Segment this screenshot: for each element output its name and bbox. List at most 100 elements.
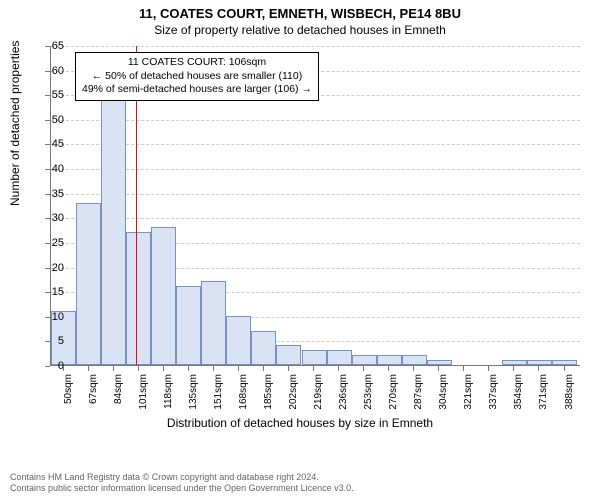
x-tick	[313, 366, 314, 371]
y-tick	[45, 317, 50, 318]
x-tick-label: 270sqm	[388, 374, 399, 414]
x-tick-label: 118sqm	[163, 374, 174, 414]
x-tick-label: 321sqm	[463, 374, 474, 414]
bar	[101, 94, 126, 365]
x-tick-label: 101sqm	[138, 374, 149, 414]
x-tick-label: 135sqm	[188, 374, 199, 414]
grid-line	[51, 120, 580, 121]
x-tick	[538, 366, 539, 371]
grid-line	[51, 194, 580, 195]
y-tick	[45, 46, 50, 47]
x-tick	[513, 366, 514, 371]
y-tick-label: 5	[58, 335, 64, 347]
bar	[176, 286, 201, 365]
x-tick-label: 371sqm	[538, 374, 549, 414]
x-tick	[338, 366, 339, 371]
y-tick	[45, 71, 50, 72]
y-tick	[45, 144, 50, 145]
x-tick-label: 50sqm	[63, 374, 74, 414]
x-tick	[163, 366, 164, 371]
footnote-line-1: Contains HM Land Registry data © Crown c…	[10, 472, 354, 483]
annotation-line: 49% of semi-detached houses are larger (…	[82, 83, 312, 97]
bar	[276, 345, 301, 365]
y-tick	[45, 366, 50, 367]
x-tick-label: 219sqm	[313, 374, 324, 414]
y-tick	[45, 120, 50, 121]
bar	[527, 360, 552, 365]
chart: Number of detached properties Distributi…	[0, 40, 600, 440]
grid-line	[51, 46, 580, 47]
x-tick	[113, 366, 114, 371]
footnote: Contains HM Land Registry data © Crown c…	[10, 472, 354, 495]
y-tick-label: 30	[52, 212, 64, 224]
bar	[502, 360, 527, 365]
annotation-line: ← 50% of detached houses are smaller (11…	[82, 70, 312, 84]
x-tick	[238, 366, 239, 371]
x-tick	[88, 366, 89, 371]
y-tick-label: 65	[52, 40, 64, 52]
x-tick	[288, 366, 289, 371]
x-tick-label: 354sqm	[513, 374, 524, 414]
x-tick-label: 84sqm	[113, 374, 124, 414]
bar	[327, 350, 352, 365]
x-tick	[463, 366, 464, 371]
y-tick	[45, 194, 50, 195]
x-tick-label: 151sqm	[213, 374, 224, 414]
y-tick-label: 40	[52, 163, 64, 175]
y-axis-label: Number of detached properties	[8, 41, 22, 206]
bar	[201, 281, 226, 365]
y-tick	[45, 341, 50, 342]
x-tick	[438, 366, 439, 371]
bar	[251, 331, 276, 365]
x-tick	[413, 366, 414, 371]
bar	[377, 355, 402, 365]
y-tick-label: 10	[52, 311, 64, 323]
y-tick-label: 20	[52, 262, 64, 274]
x-tick-label: 388sqm	[564, 374, 575, 414]
x-tick	[488, 366, 489, 371]
y-tick-label: 50	[52, 114, 64, 126]
x-tick-label: 168sqm	[238, 374, 249, 414]
x-tick-label: 337sqm	[488, 374, 499, 414]
title-primary: 11, COATES COURT, EMNETH, WISBECH, PE14 …	[0, 0, 600, 21]
x-tick-label: 287sqm	[413, 374, 424, 414]
y-tick	[45, 243, 50, 244]
x-tick	[213, 366, 214, 371]
bar	[352, 355, 377, 365]
x-tick-label: 202sqm	[288, 374, 299, 414]
grid-line	[51, 169, 580, 170]
x-tick-label: 253sqm	[363, 374, 374, 414]
bar	[76, 203, 101, 365]
footnote-line-2: Contains public sector information licen…	[10, 483, 354, 494]
x-tick	[564, 366, 565, 371]
y-tick-label: 35	[52, 188, 64, 200]
bar	[552, 360, 577, 365]
x-tick	[263, 366, 264, 371]
x-tick	[138, 366, 139, 371]
bar	[402, 355, 427, 365]
x-axis-label: Distribution of detached houses by size …	[0, 416, 600, 430]
title-secondary: Size of property relative to detached ho…	[0, 21, 600, 37]
y-tick-label: 60	[52, 65, 64, 77]
y-tick	[45, 218, 50, 219]
x-tick	[188, 366, 189, 371]
bar	[226, 316, 251, 365]
bar	[126, 232, 151, 365]
x-tick	[63, 366, 64, 371]
bar	[151, 227, 176, 365]
bar	[302, 350, 327, 365]
annotation-box: 11 COATES COURT: 106sqm← 50% of detached…	[75, 52, 319, 101]
y-tick	[45, 95, 50, 96]
x-tick-label: 185sqm	[263, 374, 274, 414]
x-tick-label: 67sqm	[88, 374, 99, 414]
y-tick-label: 25	[52, 237, 64, 249]
y-tick-label: 45	[52, 138, 64, 150]
y-tick-label: 15	[52, 286, 64, 298]
x-tick-label: 304sqm	[438, 374, 449, 414]
x-tick-label: 236sqm	[338, 374, 349, 414]
grid-line	[51, 218, 580, 219]
x-tick	[388, 366, 389, 371]
bar	[427, 360, 452, 365]
annotation-line: 11 COATES COURT: 106sqm	[82, 56, 312, 70]
y-tick	[45, 292, 50, 293]
